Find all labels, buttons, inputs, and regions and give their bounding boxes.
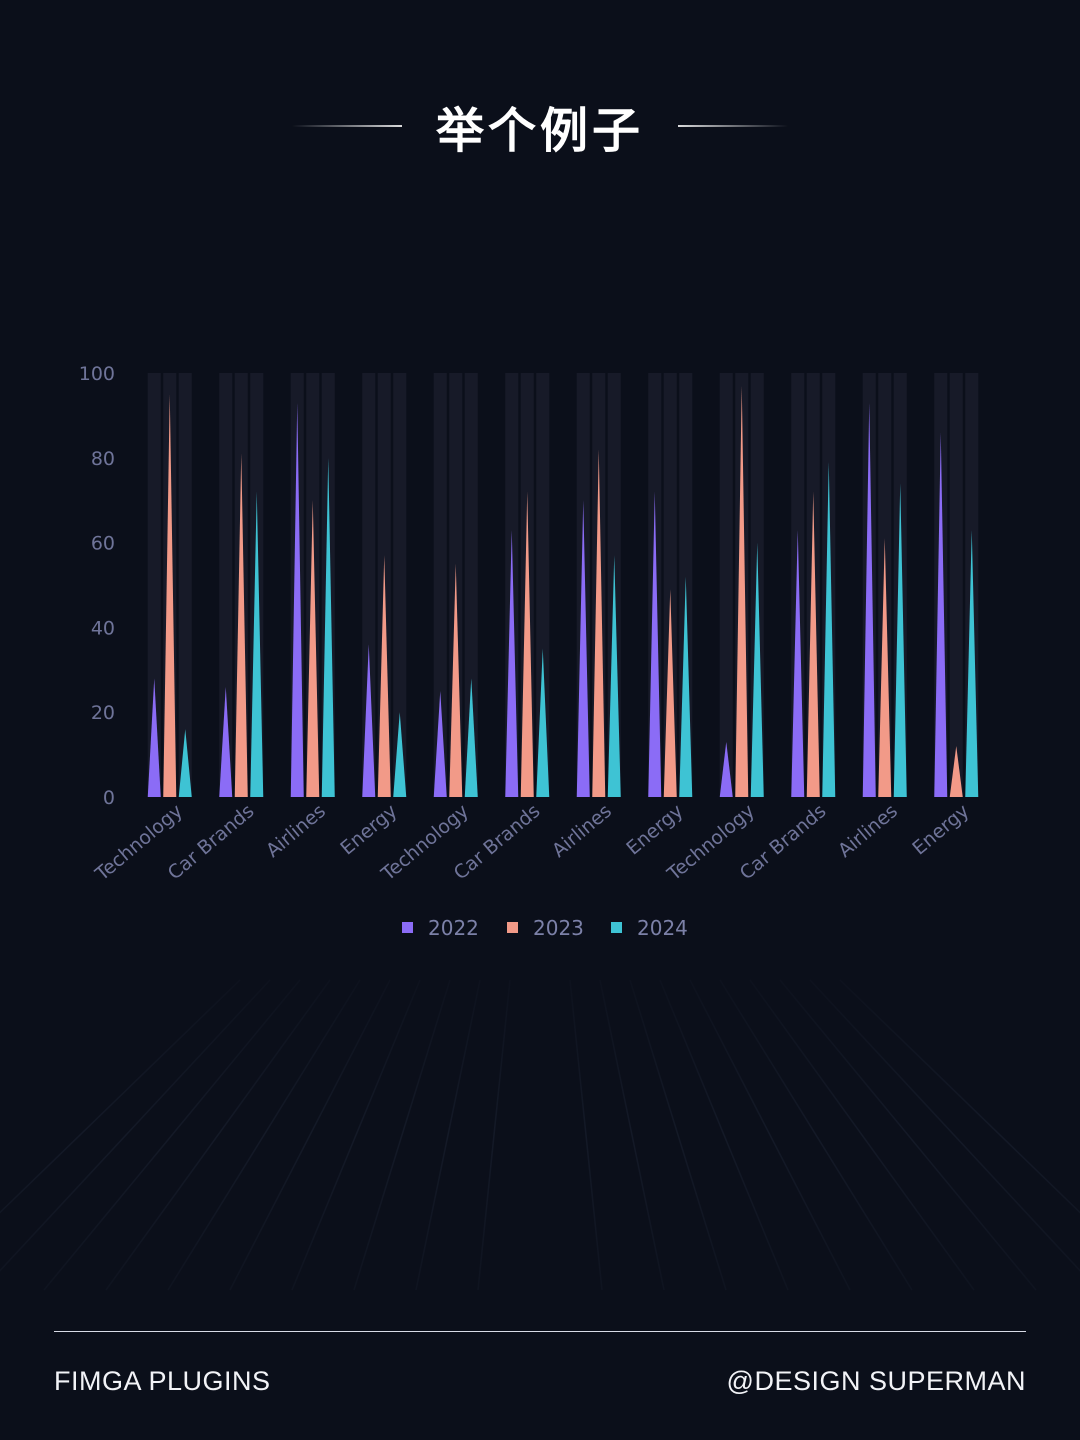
bar-spike bbox=[449, 563, 463, 797]
bar-spike bbox=[576, 500, 590, 797]
title-divider-left bbox=[291, 125, 402, 127]
bar-spike bbox=[719, 741, 733, 797]
bar-spike bbox=[965, 529, 979, 797]
footer-divider bbox=[54, 1331, 1026, 1332]
bar-spike bbox=[735, 385, 749, 797]
bar-spike bbox=[592, 449, 606, 797]
bar-spike bbox=[893, 483, 907, 797]
bar-spike bbox=[679, 576, 693, 797]
x-tick-label: Energy bbox=[908, 800, 973, 860]
bar-spike bbox=[290, 402, 304, 797]
bar-track bbox=[178, 373, 192, 797]
bar-spike bbox=[791, 529, 805, 797]
bar-spike bbox=[362, 644, 376, 797]
y-tick-label: 80 bbox=[91, 448, 115, 470]
bar-track bbox=[464, 373, 478, 797]
x-tick-label: Energy bbox=[622, 800, 687, 860]
bar-spike bbox=[520, 491, 534, 797]
bar-spike bbox=[250, 491, 264, 797]
x-tick-label: Airlines bbox=[262, 800, 330, 862]
bar-spike bbox=[178, 729, 192, 797]
legend-label: 2022 bbox=[428, 916, 479, 940]
bar-spike bbox=[648, 491, 662, 797]
bar-spike bbox=[806, 491, 820, 797]
page-title: 举个例子 bbox=[435, 103, 644, 159]
y-tick-label: 100 bbox=[79, 363, 115, 385]
bar-spike bbox=[433, 691, 447, 797]
title-divider-right bbox=[678, 125, 788, 127]
bar-track bbox=[719, 373, 733, 797]
bar-spike bbox=[505, 529, 519, 797]
legend-label: 2023 bbox=[533, 916, 584, 940]
bar-spike bbox=[862, 402, 876, 797]
bar-track bbox=[147, 373, 161, 797]
bar-spike bbox=[234, 453, 248, 797]
bar-spike bbox=[377, 555, 391, 797]
bar-spike bbox=[536, 648, 550, 797]
x-tick-label: Airlines bbox=[834, 800, 902, 862]
x-tick-label: Energy bbox=[336, 800, 401, 860]
bar-spike bbox=[147, 678, 161, 797]
legend-swatch bbox=[611, 922, 622, 933]
legend-swatch bbox=[507, 922, 518, 933]
bar-spike bbox=[306, 500, 320, 797]
background-grid bbox=[0, 979, 1080, 1291]
footer-brand: FIMGA PLUGINS bbox=[54, 1366, 271, 1396]
y-tick-label: 40 bbox=[91, 617, 115, 639]
bar-spike bbox=[822, 462, 836, 797]
bar-spike bbox=[393, 712, 407, 797]
bar-track bbox=[393, 373, 407, 797]
bar-track bbox=[663, 373, 677, 797]
bar-spike bbox=[750, 542, 764, 797]
bar-spike bbox=[163, 394, 177, 797]
bar-track bbox=[219, 373, 233, 797]
bar-spike bbox=[878, 538, 892, 797]
bar-spike bbox=[219, 686, 233, 797]
bar-track bbox=[362, 373, 376, 797]
bar-spike bbox=[464, 678, 478, 797]
y-tick-label: 20 bbox=[91, 702, 115, 724]
title-bar: 举个例子 bbox=[0, 90, 1080, 162]
bar-spike bbox=[663, 589, 677, 797]
legend-label: 2024 bbox=[637, 916, 688, 940]
bar-spike bbox=[607, 555, 621, 797]
legend-swatch bbox=[402, 922, 413, 933]
bar-spike bbox=[934, 432, 948, 797]
y-tick-label: 60 bbox=[91, 533, 115, 555]
bar-spike bbox=[949, 746, 963, 797]
x-tick-label: Airlines bbox=[548, 800, 616, 862]
bar-track bbox=[536, 373, 550, 797]
bar-track bbox=[949, 373, 963, 797]
y-tick-label: 0 bbox=[103, 787, 115, 809]
bar-track bbox=[433, 373, 447, 797]
footer-author: @DESIGN SUPERMAN bbox=[726, 1366, 1026, 1396]
bar-spike bbox=[321, 457, 335, 797]
